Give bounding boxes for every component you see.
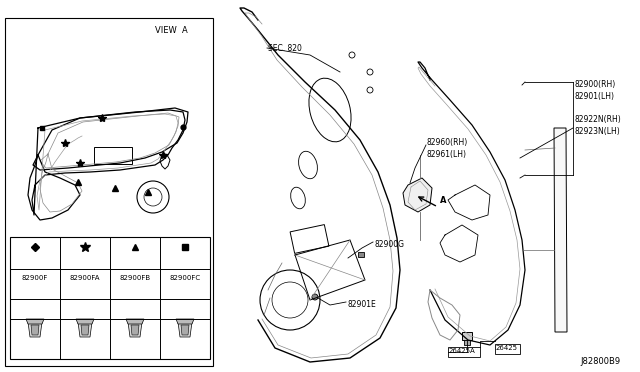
Polygon shape — [178, 322, 192, 337]
Text: 82960(RH): 82960(RH) — [427, 138, 468, 147]
Polygon shape — [131, 325, 139, 335]
Text: 82900FA: 82900FA — [70, 275, 100, 281]
Text: 82900F: 82900F — [22, 275, 48, 281]
Text: SEC. 820: SEC. 820 — [268, 44, 302, 52]
Bar — [462, 332, 472, 340]
Text: 82900G: 82900G — [375, 240, 405, 249]
Text: 82901(LH): 82901(LH) — [575, 92, 615, 101]
Polygon shape — [176, 319, 194, 324]
Ellipse shape — [299, 151, 317, 179]
Text: 82923N(LH): 82923N(LH) — [575, 127, 621, 136]
Bar — [5, 18, 213, 366]
Text: 82900FB: 82900FB — [120, 275, 150, 281]
Text: 82901E: 82901E — [348, 300, 377, 309]
Text: 26425A: 26425A — [449, 348, 476, 354]
Polygon shape — [28, 322, 42, 337]
Ellipse shape — [291, 187, 305, 209]
Ellipse shape — [309, 78, 351, 142]
Text: 26425: 26425 — [496, 345, 518, 351]
Bar — [358, 252, 364, 257]
Text: VIEW  A: VIEW A — [155, 26, 188, 35]
Polygon shape — [126, 319, 144, 324]
Circle shape — [312, 294, 318, 300]
Polygon shape — [81, 325, 89, 335]
Bar — [94, 147, 132, 164]
Text: 82900FC: 82900FC — [170, 275, 200, 281]
Bar — [495, 344, 520, 354]
Bar — [10, 237, 210, 359]
Text: 82961(LH): 82961(LH) — [427, 150, 467, 159]
Polygon shape — [78, 322, 92, 337]
Bar — [290, 225, 329, 253]
Polygon shape — [554, 128, 567, 332]
Text: 82900(RH): 82900(RH) — [575, 80, 616, 89]
Polygon shape — [181, 325, 189, 335]
Polygon shape — [26, 319, 44, 324]
Polygon shape — [76, 319, 94, 324]
Bar — [464, 340, 470, 345]
Text: 82922N(RH): 82922N(RH) — [575, 115, 621, 124]
Bar — [448, 347, 480, 357]
Text: J82800B9: J82800B9 — [580, 357, 620, 366]
Text: A: A — [440, 196, 447, 205]
Polygon shape — [403, 178, 432, 212]
Polygon shape — [128, 322, 142, 337]
Polygon shape — [31, 325, 39, 335]
